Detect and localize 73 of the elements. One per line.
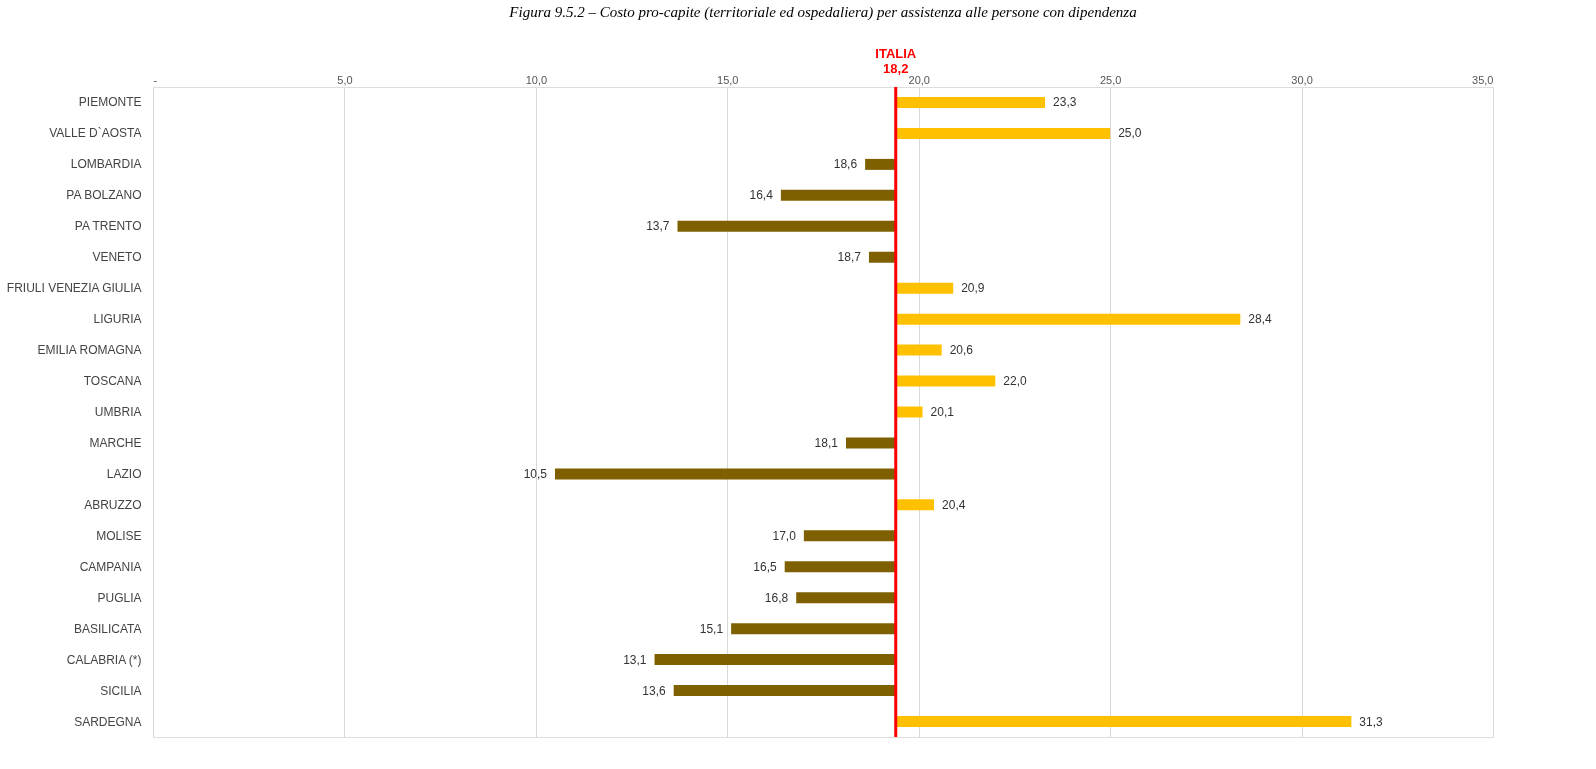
data-label: 16,4 bbox=[749, 188, 774, 203]
chart-title: Figura 9.5.2 – Costo pro-capite (territoriale ed ospedaliera) per assistenza alle persone con dipendenza bbox=[508, 4, 1137, 21]
data-label: 13,1 bbox=[623, 652, 647, 667]
data-label: 13,7 bbox=[646, 219, 670, 234]
data-label: 20,9 bbox=[961, 281, 985, 296]
y-tick-label: PIEMONTE bbox=[78, 95, 142, 110]
y-tick-label: LIGURIA bbox=[93, 312, 142, 327]
bar bbox=[784, 561, 896, 573]
y-tick-label: MOLISE bbox=[96, 528, 142, 543]
data-label: 20,4 bbox=[942, 497, 966, 512]
y-tick-label: SICILIA bbox=[100, 683, 142, 698]
data-label: 18,7 bbox=[837, 250, 862, 265]
data-label: 20,6 bbox=[949, 343, 974, 358]
data-label: 18,6 bbox=[833, 157, 858, 172]
y-tick-label: EMILIA ROMAGNA bbox=[37, 343, 142, 358]
bar bbox=[780, 189, 896, 201]
bar bbox=[803, 530, 896, 542]
data-label: 17,0 bbox=[772, 528, 797, 543]
bar bbox=[895, 282, 954, 294]
y-tick-label: PA TRENTO bbox=[74, 219, 142, 234]
x-tick-label: 20,0 bbox=[908, 73, 930, 86]
bar bbox=[895, 127, 1111, 139]
data-label: 16,8 bbox=[764, 590, 789, 605]
bar bbox=[895, 313, 1241, 325]
y-tick-label: UMBRIA bbox=[94, 405, 142, 419]
x-tick-label: 15,0 bbox=[717, 73, 739, 86]
bar bbox=[895, 375, 996, 387]
data-label: 13,6 bbox=[642, 683, 667, 698]
x-tick-label: 30,0 bbox=[1291, 73, 1313, 86]
y-tick-label: BASILICATA bbox=[73, 621, 142, 636]
y-tick-label: PA BOLZANO bbox=[66, 188, 142, 203]
ref-line-label: ITALIA 18,2 bbox=[875, 46, 917, 76]
data-label: 18,1 bbox=[814, 435, 839, 450]
bar bbox=[895, 96, 1046, 108]
data-label: 10,5 bbox=[523, 466, 548, 481]
y-tick-label: LOMBARDIA bbox=[70, 157, 142, 172]
y-tick-label: CAMPANIA bbox=[79, 559, 142, 574]
y-tick-label: VENETO bbox=[92, 250, 142, 265]
data-label: 20,1 bbox=[930, 405, 955, 419]
bar bbox=[555, 468, 896, 480]
y-tick-label: LAZIO bbox=[106, 466, 142, 481]
data-label: 28,4 bbox=[1248, 312, 1272, 327]
x-tick-label: - bbox=[153, 73, 158, 86]
data-label: 23,3 bbox=[1053, 95, 1077, 110]
bar bbox=[865, 158, 896, 170]
data-label: 16,5 bbox=[753, 559, 778, 574]
y-tick-label: FRIULI VENEZIA GIULIA bbox=[6, 281, 142, 296]
bar bbox=[796, 592, 896, 604]
data-label: 25,0 bbox=[1118, 126, 1142, 141]
x-tick-label: 35,0 bbox=[1472, 73, 1494, 86]
bar bbox=[895, 344, 942, 356]
x-tick-label: 10,0 bbox=[525, 73, 548, 86]
y-tick-label: MARCHE bbox=[89, 435, 142, 450]
y-tick-label: PUGLIA bbox=[97, 590, 142, 605]
y-tick-label: TOSCANA bbox=[83, 374, 142, 389]
bar bbox=[654, 654, 896, 666]
bar bbox=[731, 623, 896, 635]
bar bbox=[895, 716, 1352, 728]
bar bbox=[677, 220, 896, 232]
y-tick-label: CALABRIA (*) bbox=[66, 652, 142, 667]
data-label: 22,0 bbox=[1003, 374, 1027, 389]
bar bbox=[845, 437, 896, 449]
x-tick-label: 25,0 bbox=[1099, 73, 1122, 86]
x-tick-label: 5,0 bbox=[337, 73, 353, 86]
bar bbox=[895, 499, 935, 511]
data-label: 31,3 bbox=[1359, 714, 1384, 729]
y-tick-label: ABRUZZO bbox=[84, 497, 142, 512]
bar bbox=[895, 406, 923, 418]
y-tick-label: VALLE D`AOSTA bbox=[49, 126, 142, 141]
bar bbox=[868, 251, 896, 263]
y-tick-label: SARDEGNA bbox=[74, 714, 142, 729]
bar bbox=[673, 685, 896, 697]
data-label: 15,1 bbox=[699, 621, 724, 636]
